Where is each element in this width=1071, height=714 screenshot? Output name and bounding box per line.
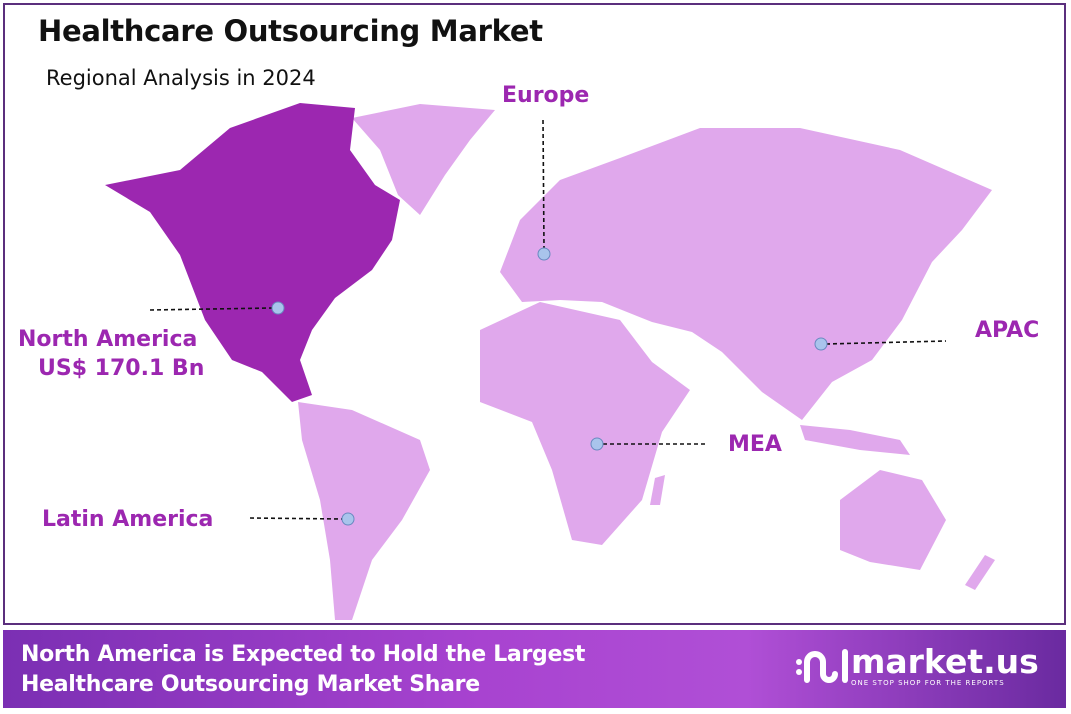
region-indonesia — [800, 425, 910, 455]
region-africa — [480, 302, 690, 545]
label-latin-america: Latin America — [42, 507, 214, 532]
region-madagascar — [650, 475, 665, 505]
label-apac: APAC — [975, 318, 1040, 343]
label-north-america-value: US$ 170.1 Bn — [38, 356, 205, 381]
apac-leader — [825, 340, 947, 345]
region-europe-asia — [500, 128, 992, 420]
north-america-marker — [271, 301, 285, 315]
banner-line-1: North America is Expected to Hold the La… — [21, 642, 586, 667]
mea-marker — [590, 437, 604, 451]
region-north-america — [105, 103, 400, 402]
world-map — [105, 103, 995, 620]
north-america-leader — [149, 307, 273, 311]
latin-america-leader — [249, 517, 343, 520]
region-greenland — [352, 104, 495, 215]
europe-leader — [542, 119, 545, 249]
region-new-zealand — [965, 555, 995, 590]
region-latin-america — [298, 402, 430, 620]
infographic-frame — [3, 3, 1066, 625]
label-europe: Europe — [502, 83, 590, 108]
market-us-logo-icon — [796, 649, 848, 683]
banner-line-2: Healthcare Outsourcing Market Share — [21, 672, 480, 697]
apac-marker — [814, 337, 828, 351]
page-title: Healthcare Outsourcing Market — [38, 14, 543, 48]
label-mea: MEA — [728, 432, 782, 457]
brand-logo: market.us ONE STOP SHOP FOR THE REPORTS — [793, 644, 1039, 688]
label-north-america: North America — [18, 327, 198, 352]
region-australia — [840, 470, 946, 570]
logo-tagline: ONE STOP SHOP FOR THE REPORTS — [851, 679, 1005, 687]
banner-text: North America is Expected to Hold the La… — [21, 640, 585, 700]
europe-marker — [537, 247, 551, 261]
footer-banner: North America is Expected to Hold the La… — [3, 630, 1066, 708]
latin-america-marker — [341, 512, 355, 526]
logo-name: market.us — [851, 642, 1039, 681]
page-subtitle: Regional Analysis in 2024 — [46, 66, 316, 90]
